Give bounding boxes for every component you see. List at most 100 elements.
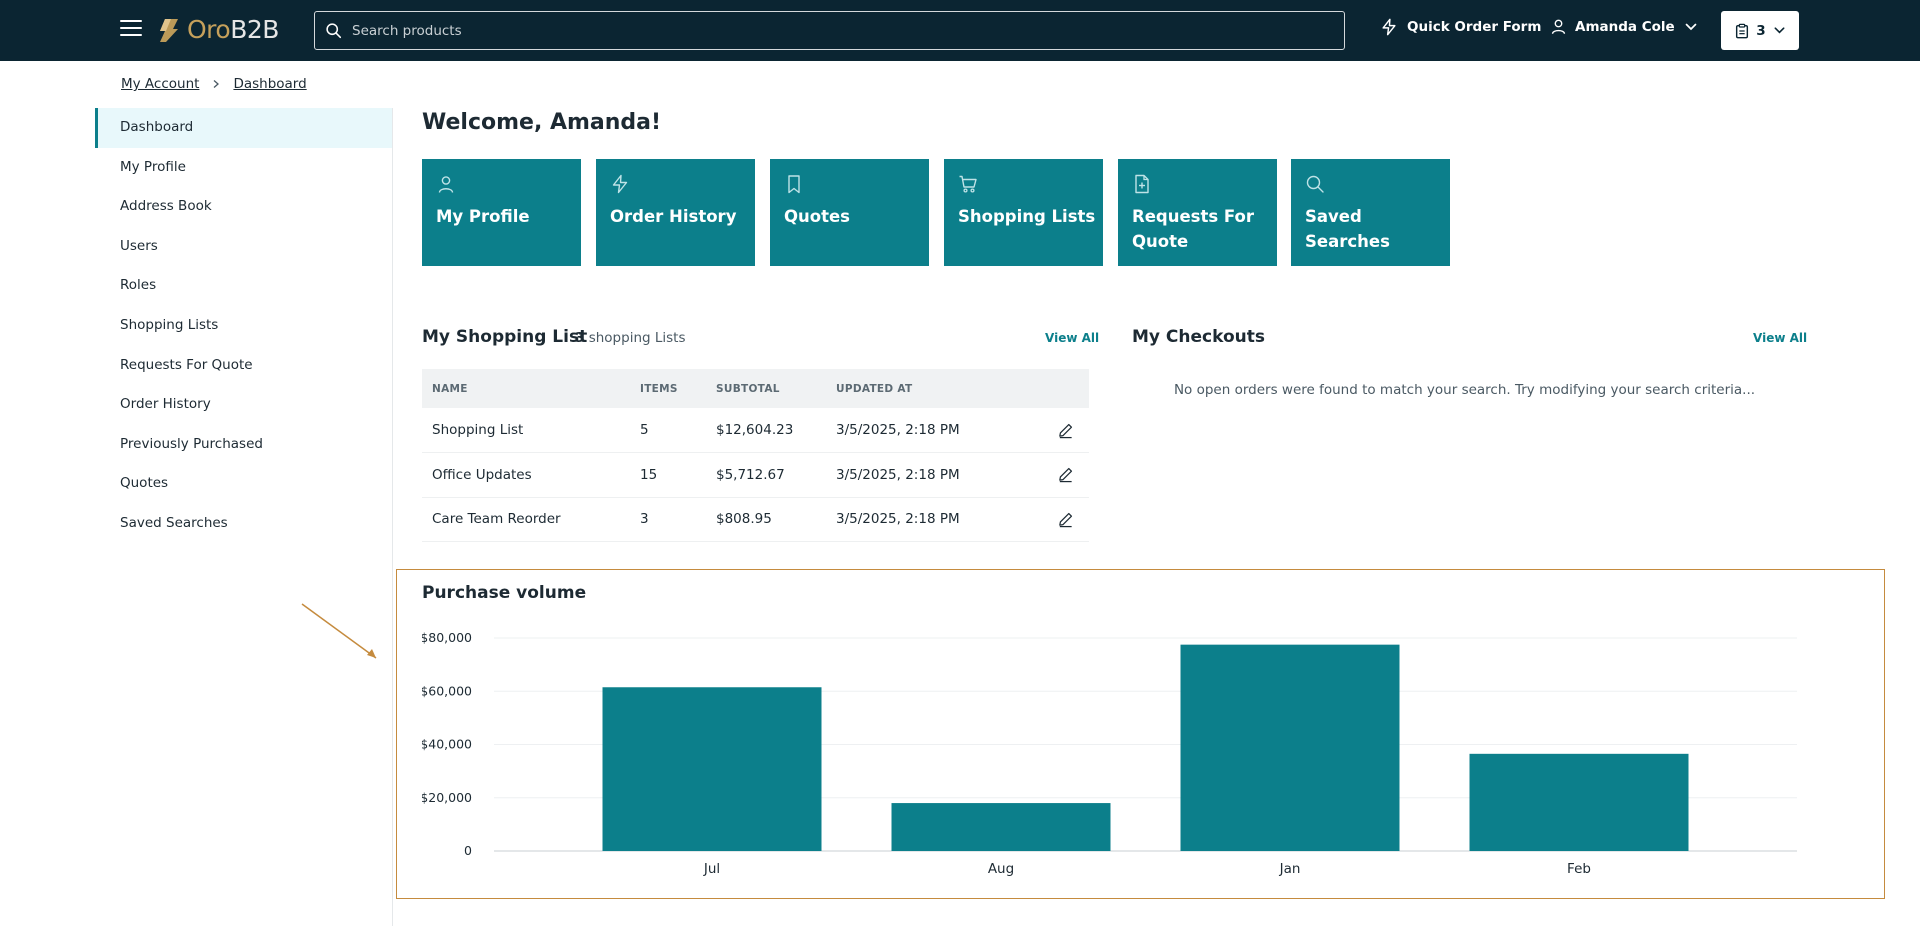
tile-saved-searches[interactable]: Saved Searches bbox=[1291, 159, 1450, 266]
bar-jan bbox=[1180, 644, 1400, 851]
logo-mark-icon bbox=[160, 19, 178, 42]
tile-label: Requests For Quote bbox=[1132, 207, 1254, 251]
column-header-actions bbox=[1016, 369, 1089, 408]
sidebar-item-users[interactable]: Users bbox=[120, 237, 158, 254]
cell-items: 3 bbox=[630, 497, 706, 543]
y-tick-label: $40,000 bbox=[422, 737, 472, 752]
chevron-down-icon bbox=[1774, 27, 1785, 34]
column-header-subtotal[interactable]: SUBTOTAL bbox=[706, 369, 826, 408]
sidebar-item-saved-searches[interactable]: Saved Searches bbox=[120, 514, 228, 531]
logo-text-b2b: B2B bbox=[230, 15, 279, 44]
breadcrumb-my-account[interactable]: My Account bbox=[121, 76, 200, 92]
sidebar-item-my-profile[interactable]: My Profile bbox=[120, 158, 186, 175]
chevron-right-icon bbox=[214, 80, 220, 88]
sidebar-item-previously-purchased[interactable]: Previously Purchased bbox=[120, 435, 263, 452]
cell-subtotal: $5,712.67 bbox=[706, 452, 826, 498]
account-sidebar: Dashboard My Profile Address Book Users … bbox=[95, 108, 392, 544]
quick-order-form-link[interactable]: Quick Order Form bbox=[1380, 18, 1541, 36]
edit-pencil-icon[interactable] bbox=[1057, 511, 1074, 528]
tile-requests-for-quote[interactable]: Requests For Quote bbox=[1118, 159, 1277, 266]
page-title: Welcome, Amanda! bbox=[422, 110, 662, 135]
quick-order-form-label: Quick Order Form bbox=[1407, 19, 1542, 35]
cell-name[interactable]: Shopping List bbox=[422, 408, 630, 454]
cell-subtotal: $808.95 bbox=[706, 497, 826, 543]
tile-label: Saved Searches bbox=[1305, 207, 1390, 251]
logo-text: OroB2B bbox=[187, 15, 279, 45]
tile-shopping-lists[interactable]: Shopping Lists bbox=[944, 159, 1103, 266]
breadcrumb: My Account Dashboard bbox=[121, 76, 307, 92]
shopping-list-count-number: 3 bbox=[575, 330, 585, 346]
search-icon[interactable] bbox=[325, 22, 342, 39]
shopping-list-count-suffix: shopping Lists bbox=[588, 330, 686, 346]
tile-label: Quotes bbox=[784, 207, 851, 226]
cell-subtotal: $12,604.23 bbox=[706, 408, 826, 454]
user-menu[interactable]: Amanda Cole bbox=[1550, 18, 1698, 35]
edit-pencil-icon[interactable] bbox=[1057, 422, 1074, 439]
table-row[interactable]: Care Team Reorder 3 $808.95 3/5/2025, 2:… bbox=[422, 497, 1089, 543]
checkouts-view-all-link[interactable]: View All bbox=[1753, 331, 1808, 345]
table-row[interactable]: Office Updates 15 $5,712.67 3/5/2025, 2:… bbox=[422, 452, 1089, 498]
clipboard-icon bbox=[1736, 23, 1749, 38]
table-row[interactable]: Shopping List 5 $12,604.23 3/5/2025, 2:1… bbox=[422, 408, 1089, 454]
tile-label: My Profile bbox=[436, 207, 530, 226]
cell-name[interactable]: Office Updates bbox=[422, 452, 630, 498]
edit-pencil-icon[interactable] bbox=[1057, 466, 1074, 483]
user-icon bbox=[438, 176, 454, 193]
checkouts-title: My Checkouts bbox=[1132, 327, 1265, 347]
shopping-list-widget-button[interactable]: 3 bbox=[1721, 11, 1799, 50]
cell-actions bbox=[1016, 452, 1089, 498]
x-tick-label: Jan bbox=[1279, 861, 1301, 877]
search-icon bbox=[1306, 175, 1324, 193]
oro-b2b-logo[interactable]: OroB2B bbox=[156, 15, 279, 45]
user-icon bbox=[1551, 19, 1566, 34]
cart-icon bbox=[959, 175, 977, 193]
sidebar-item-dashboard[interactable]: Dashboard bbox=[95, 108, 392, 148]
y-tick-label: $20,000 bbox=[422, 790, 472, 805]
cell-name[interactable]: Care Team Reorder bbox=[422, 497, 630, 543]
purchase-volume-highlight-frame bbox=[396, 569, 1885, 899]
search-bar bbox=[314, 11, 1345, 50]
lightning-icon bbox=[1382, 18, 1396, 36]
y-tick-label: $60,000 bbox=[422, 683, 472, 698]
tile-label: Order History bbox=[610, 207, 737, 226]
sidebar-item-address-book[interactable]: Address Book bbox=[120, 198, 212, 215]
cell-updated-at: 3/5/2025, 2:18 PM bbox=[826, 497, 1016, 543]
chevron-down-icon bbox=[1685, 23, 1697, 30]
tile-quotes[interactable]: Quotes bbox=[770, 159, 929, 266]
file-plus-icon bbox=[1135, 174, 1149, 194]
cell-actions bbox=[1016, 408, 1089, 454]
top-navigation-bar: OroB2B Quick Order Form Amanda Cole 3 bbox=[0, 0, 1920, 61]
shopping-list-title: My Shopping List bbox=[422, 327, 588, 347]
shopping-list-table: NAME ITEMS SUBTOTAL UPDATED AT Shopping … bbox=[422, 369, 1089, 543]
x-tick-label: Feb bbox=[1567, 861, 1591, 877]
x-tick-label: Jul bbox=[703, 861, 720, 877]
x-tick-label: Aug bbox=[988, 861, 1014, 877]
sidebar-item-roles[interactable]: Roles bbox=[120, 277, 157, 294]
sidebar-divider bbox=[392, 108, 393, 926]
sidebar-item-order-history[interactable]: Order History bbox=[120, 396, 211, 413]
sidebar-item-requests-for-quote[interactable]: Requests For Quote bbox=[120, 356, 253, 373]
purchase-volume-title: Purchase volume bbox=[422, 583, 587, 603]
cart-count: 3 bbox=[1756, 22, 1766, 39]
column-header-name[interactable]: NAME bbox=[422, 369, 630, 408]
bar-feb bbox=[1469, 753, 1689, 851]
table-header-row: NAME ITEMS SUBTOTAL UPDATED AT bbox=[422, 369, 1089, 408]
column-header-items[interactable]: ITEMS bbox=[630, 369, 706, 408]
purchase-volume-chart: 0 $20,000 $40,000 $60,000 $80,000 Jul Aug Jan Fe… bbox=[422, 630, 1797, 877]
tile-my-profile[interactable]: My Profile bbox=[422, 159, 581, 266]
sidebar-item-quotes[interactable]: Quotes bbox=[120, 475, 169, 492]
cell-actions bbox=[1016, 497, 1089, 543]
cell-items: 15 bbox=[630, 452, 706, 498]
shopping-list-view-all-link[interactable]: View All bbox=[1045, 331, 1100, 345]
y-tick-label: $80,000 bbox=[422, 630, 472, 645]
hamburger-menu-icon[interactable] bbox=[120, 20, 142, 38]
cell-updated-at: 3/5/2025, 2:18 PM bbox=[826, 452, 1016, 498]
tile-order-history[interactable]: Order History bbox=[596, 159, 755, 266]
column-header-updated-at[interactable]: UPDATED AT bbox=[826, 369, 1016, 408]
search-input[interactable] bbox=[352, 22, 1332, 39]
cell-items: 5 bbox=[630, 408, 706, 454]
bar-jul bbox=[602, 687, 822, 851]
logo-text-oro: Oro bbox=[187, 15, 231, 44]
sidebar-item-shopping-lists[interactable]: Shopping Lists bbox=[120, 316, 219, 333]
breadcrumb-dashboard[interactable]: Dashboard bbox=[233, 76, 307, 92]
